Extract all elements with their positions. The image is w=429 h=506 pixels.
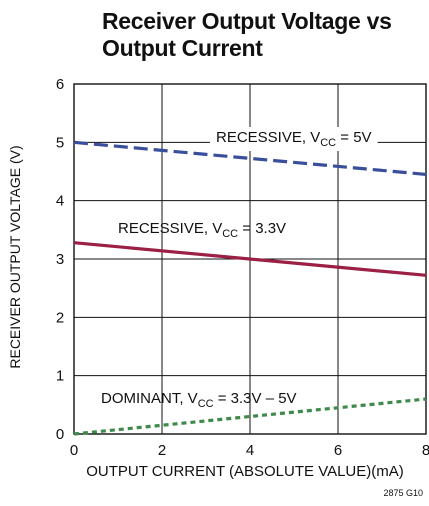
series-label-1: RECESSIVE, VCC = 3.3V (118, 220, 286, 240)
y-axis-label: RECEIVER OUTPUT VOLTAGE (V) (7, 145, 23, 368)
y-tick-label: 1 (56, 368, 64, 385)
figure-code: 2875 G10 (383, 488, 423, 498)
series-label-subscript: CC (198, 398, 214, 410)
y-tick-label: 0 (56, 426, 64, 443)
chart-title-line-2: Output Current (102, 35, 263, 61)
x-axis-label: OUTPUT CURRENT (ABSOLUTE VALUE)(mA) (86, 463, 404, 480)
series-label-2: DOMINANT, VCC = 3.3V – 5V (101, 390, 297, 410)
series-label-main: RECESSIVE, V (118, 220, 222, 237)
series-label-subscript: CC (320, 137, 336, 149)
x-tick-label: 4 (246, 442, 254, 459)
plot-frame (73, 83, 427, 435)
y-tick-label: 4 (56, 193, 64, 210)
y-tick-label: 3 (56, 251, 64, 268)
series-label-tail: = 5V (336, 129, 371, 146)
y-tick-label: 5 (56, 134, 64, 151)
chart-title: Receiver Output Voltage vs Output Curren… (102, 8, 422, 62)
tick-labels: 0 2 4 6 8 0 1 2 3 4 5 6 (56, 76, 429, 459)
x-tick-label: 0 (70, 442, 78, 459)
series-label-main: RECESSIVE, V (216, 129, 320, 146)
series-label-subscript: CC (222, 228, 238, 240)
series-label-0: RECESSIVE, VCC = 5V (216, 129, 372, 149)
chart-title-line-1: Receiver Output Voltage vs (102, 8, 392, 34)
x-tick-label: 6 (334, 442, 342, 459)
series-label-bg (210, 127, 378, 151)
series-label-tail: = 3.3V – 5V (214, 390, 297, 407)
series-label-tail: = 3.3V (238, 220, 286, 237)
x-tick-label: 8 (422, 442, 429, 459)
x-tick-label: 2 (158, 442, 166, 459)
series-line-1 (73, 241, 427, 277)
series-line-2 (73, 397, 427, 436)
series-group (73, 140, 427, 436)
y-tick-label: 6 (56, 76, 64, 93)
y-tick-label: 2 (56, 309, 64, 326)
series-label-main: DOMINANT, V (101, 390, 198, 407)
